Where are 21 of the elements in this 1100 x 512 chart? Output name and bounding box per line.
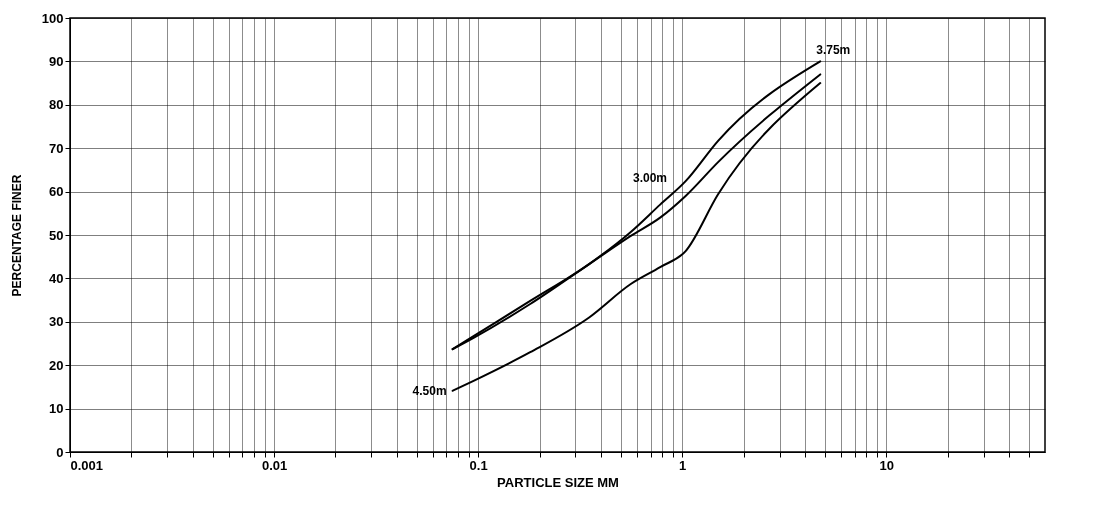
x-tick-label: 1	[679, 457, 687, 473]
y-tick-label: 80	[49, 97, 64, 113]
y-tick-label: 10	[49, 401, 64, 417]
annotation: 3.75m	[816, 43, 851, 58]
y-tick-label: 0	[56, 444, 64, 460]
y-tick-label: 60	[49, 184, 64, 200]
y-axis-title: PERCENTAGE FINER	[9, 174, 24, 297]
annotation: 3.00m	[632, 171, 668, 185]
y-tick-label: 40	[49, 270, 64, 286]
y-tick-label: 50	[49, 227, 64, 243]
y-tick-label: 100	[41, 10, 64, 26]
annotation: 4.50m	[412, 383, 447, 398]
x-tick-label: 0.001	[70, 457, 104, 473]
x-axis-title: PARTICLE SIZE MM	[497, 474, 619, 490]
x-tick-label: 0.1	[469, 457, 488, 473]
y-tick-label: 70	[49, 140, 64, 156]
y-tick-label: 30	[49, 314, 64, 330]
y-tick-label: 20	[49, 357, 64, 373]
x-tick-label: 0.01	[261, 457, 288, 473]
y-tick-label: 90	[49, 53, 64, 69]
x-tick-label: 10	[879, 457, 894, 473]
